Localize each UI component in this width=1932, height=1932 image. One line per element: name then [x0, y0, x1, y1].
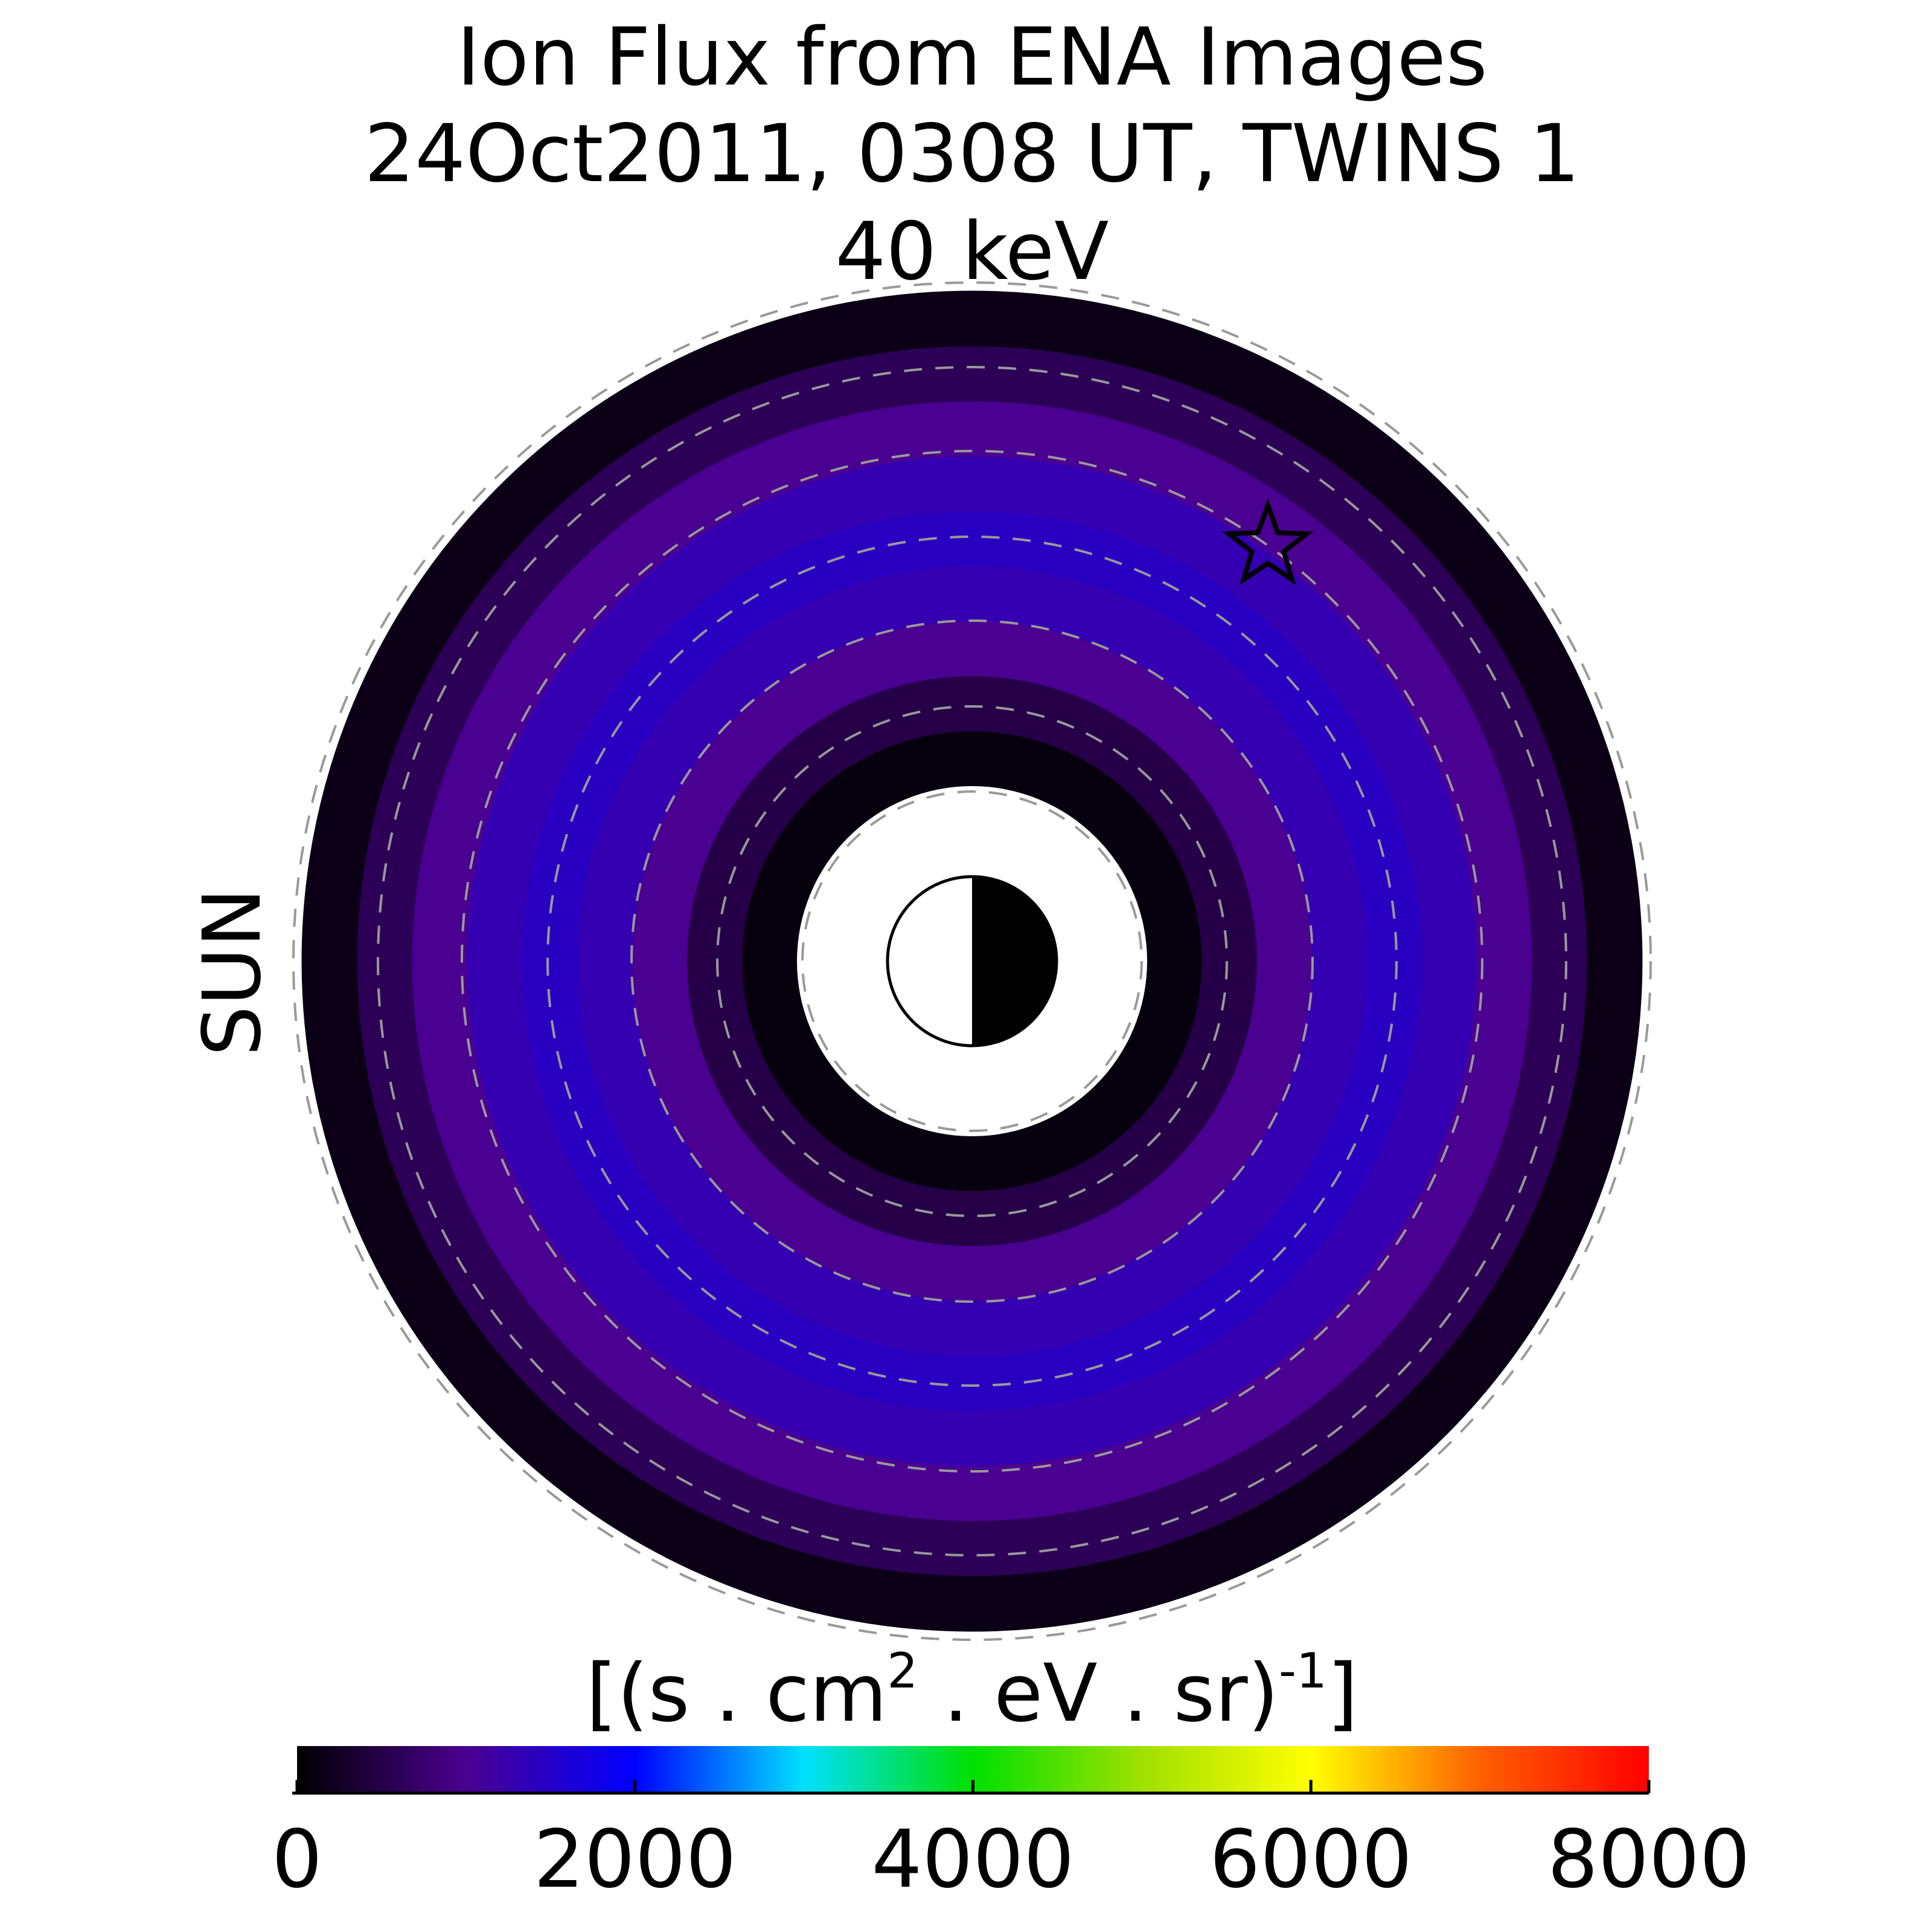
colorbar-tick-label: 8000 [1547, 1813, 1750, 1906]
dashed-circle [801, 790, 1143, 1132]
flux-ring [577, 566, 1367, 1357]
label-superscript: -1 [1279, 1643, 1327, 1699]
label-superscript: 2 [887, 1643, 918, 1699]
label-text: ] [1327, 1647, 1358, 1740]
colorbar-tick-label: 0 [272, 1813, 322, 1906]
dashed-circle [630, 619, 1314, 1303]
label-text: [(s . cm [586, 1647, 888, 1740]
flux-disc [292, 281, 1652, 1641]
colorbar-tick-label: 2000 [534, 1813, 737, 1906]
colorbar-tick-label: 4000 [872, 1813, 1075, 1906]
flux-ring [741, 731, 1203, 1192]
flux-ring [686, 676, 1258, 1247]
sun-label: SUN [186, 888, 279, 1056]
flux-ring [521, 510, 1423, 1412]
dashed-circle [716, 705, 1228, 1217]
dashed-circle [546, 536, 1398, 1387]
flux-ring [632, 621, 1313, 1302]
spacecraft-star [1222, 498, 1314, 586]
colorbar-label: [(s . cm2 . eV . sr)-1] [586, 1643, 1358, 1740]
flux-ring [411, 400, 1533, 1522]
colorbar: 0 2000 4000 6000 8000 [272, 1746, 1750, 1906]
title-line: 40 keV [835, 205, 1108, 298]
flux-ring [301, 290, 1643, 1632]
dashed-circle [377, 366, 1567, 1556]
colorbar-tick-label: 6000 [1209, 1813, 1412, 1906]
title-line: 24Oct2011, 0308 UT, TWINS 1 [364, 107, 1580, 200]
dashed-circle [461, 450, 1483, 1473]
earth-night [972, 877, 1057, 1046]
title-line: Ion Flux from ENA Images [456, 11, 1487, 104]
dashed-circle [292, 281, 1652, 1641]
flux-ring [356, 345, 1588, 1577]
label-text: . eV . sr) [918, 1647, 1279, 1740]
flux-ring [466, 455, 1478, 1467]
